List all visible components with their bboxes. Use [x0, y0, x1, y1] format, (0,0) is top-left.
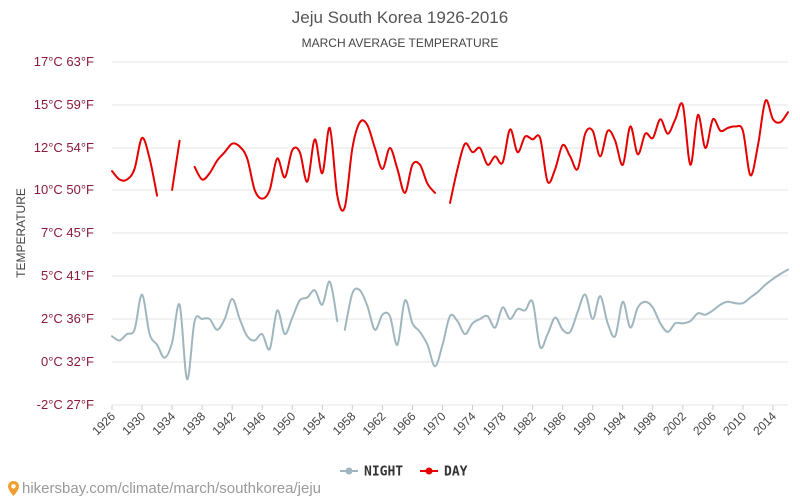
source-link-text: hikersbay.com/climate/march/southkorea/j… — [22, 480, 322, 497]
y-tick-label: 7°C 45°F — [41, 225, 94, 240]
y-tick-label: 15°C 59°F — [34, 97, 94, 112]
series-line-segment — [171, 139, 181, 191]
y-tick-label: 0°C 32°F — [41, 354, 94, 369]
legend: NIGHT DAY — [340, 465, 468, 480]
x-tick-label: 1974 — [450, 409, 479, 438]
x-tick-label: 1990 — [570, 409, 599, 438]
x-tick-label: 2002 — [660, 409, 689, 438]
x-axis-tick-labels: 1926 1930 1934 1938 1942 1946 1950 1954 1958 1962… — [89, 405, 779, 438]
x-tick-label: 1978 — [480, 409, 509, 438]
x-tick-label: 2006 — [690, 409, 719, 438]
y-axis-label: TEMPERATURE — [14, 188, 28, 278]
series-line-segment — [111, 136, 159, 197]
series-night — [111, 268, 789, 381]
x-tick-label: 1938 — [179, 409, 208, 438]
x-tick-label: 1946 — [240, 409, 269, 438]
y-tick-label: 10°C 50°F — [34, 182, 94, 197]
x-tick-label: 1930 — [119, 409, 148, 438]
x-tick-label: 1986 — [540, 409, 569, 438]
x-tick-label: 1926 — [89, 409, 118, 438]
x-tick-label: 1966 — [390, 409, 419, 438]
x-tick-label: 1994 — [600, 409, 629, 438]
series-line-segment — [111, 280, 339, 381]
x-tick-label: 1934 — [149, 409, 178, 438]
grid-lines — [112, 61, 788, 406]
x-tick-label: 1998 — [630, 409, 659, 438]
series-lines — [111, 99, 789, 381]
x-tick-label: 1962 — [360, 409, 389, 438]
x-tick-label: 1958 — [330, 409, 359, 438]
legend-label: NIGHT — [364, 465, 403, 480]
legend-swatch-dot — [345, 467, 353, 475]
x-tick-label: 1942 — [210, 409, 239, 438]
y-axis-tick-labels: -2°C 27°F 0°C 32°F 2°C 36°F 5°C 41°F 7°C 45°… — [34, 54, 94, 412]
x-tick-label: 1970 — [420, 409, 449, 438]
y-tick-label: 5°C 41°F — [41, 268, 94, 283]
chart-subtitle: MARCH AVERAGE TEMPERATURE — [301, 36, 499, 50]
legend-swatch-dot — [425, 467, 433, 475]
series-line-segment — [193, 119, 436, 212]
map-pin-icon — [8, 481, 19, 496]
x-tick-label: 1982 — [510, 409, 539, 438]
legend-item-day[interactable]: DAY — [420, 465, 468, 480]
x-tick-label: 2014 — [750, 409, 779, 438]
series-line-segment — [449, 99, 789, 204]
legend-item-night[interactable]: NIGHT — [340, 465, 403, 480]
series-day — [111, 99, 789, 212]
chart-title: Jeju South Korea 1926-2016 — [291, 8, 509, 27]
y-tick-label: 2°C 36°F — [41, 311, 94, 326]
legend-label: DAY — [444, 465, 468, 480]
x-tick-label: 1950 — [270, 409, 299, 438]
source-link[interactable]: hikersbay.com/climate/march/southkorea/j… — [8, 480, 321, 497]
x-tick-label: 1954 — [300, 409, 329, 438]
series-line-segment — [343, 268, 789, 368]
y-tick-label: -2°C 27°F — [37, 397, 94, 412]
y-tick-label: 12°C 54°F — [34, 140, 94, 155]
x-tick-label: 2010 — [720, 409, 749, 438]
y-tick-label: 17°C 63°F — [34, 54, 94, 69]
